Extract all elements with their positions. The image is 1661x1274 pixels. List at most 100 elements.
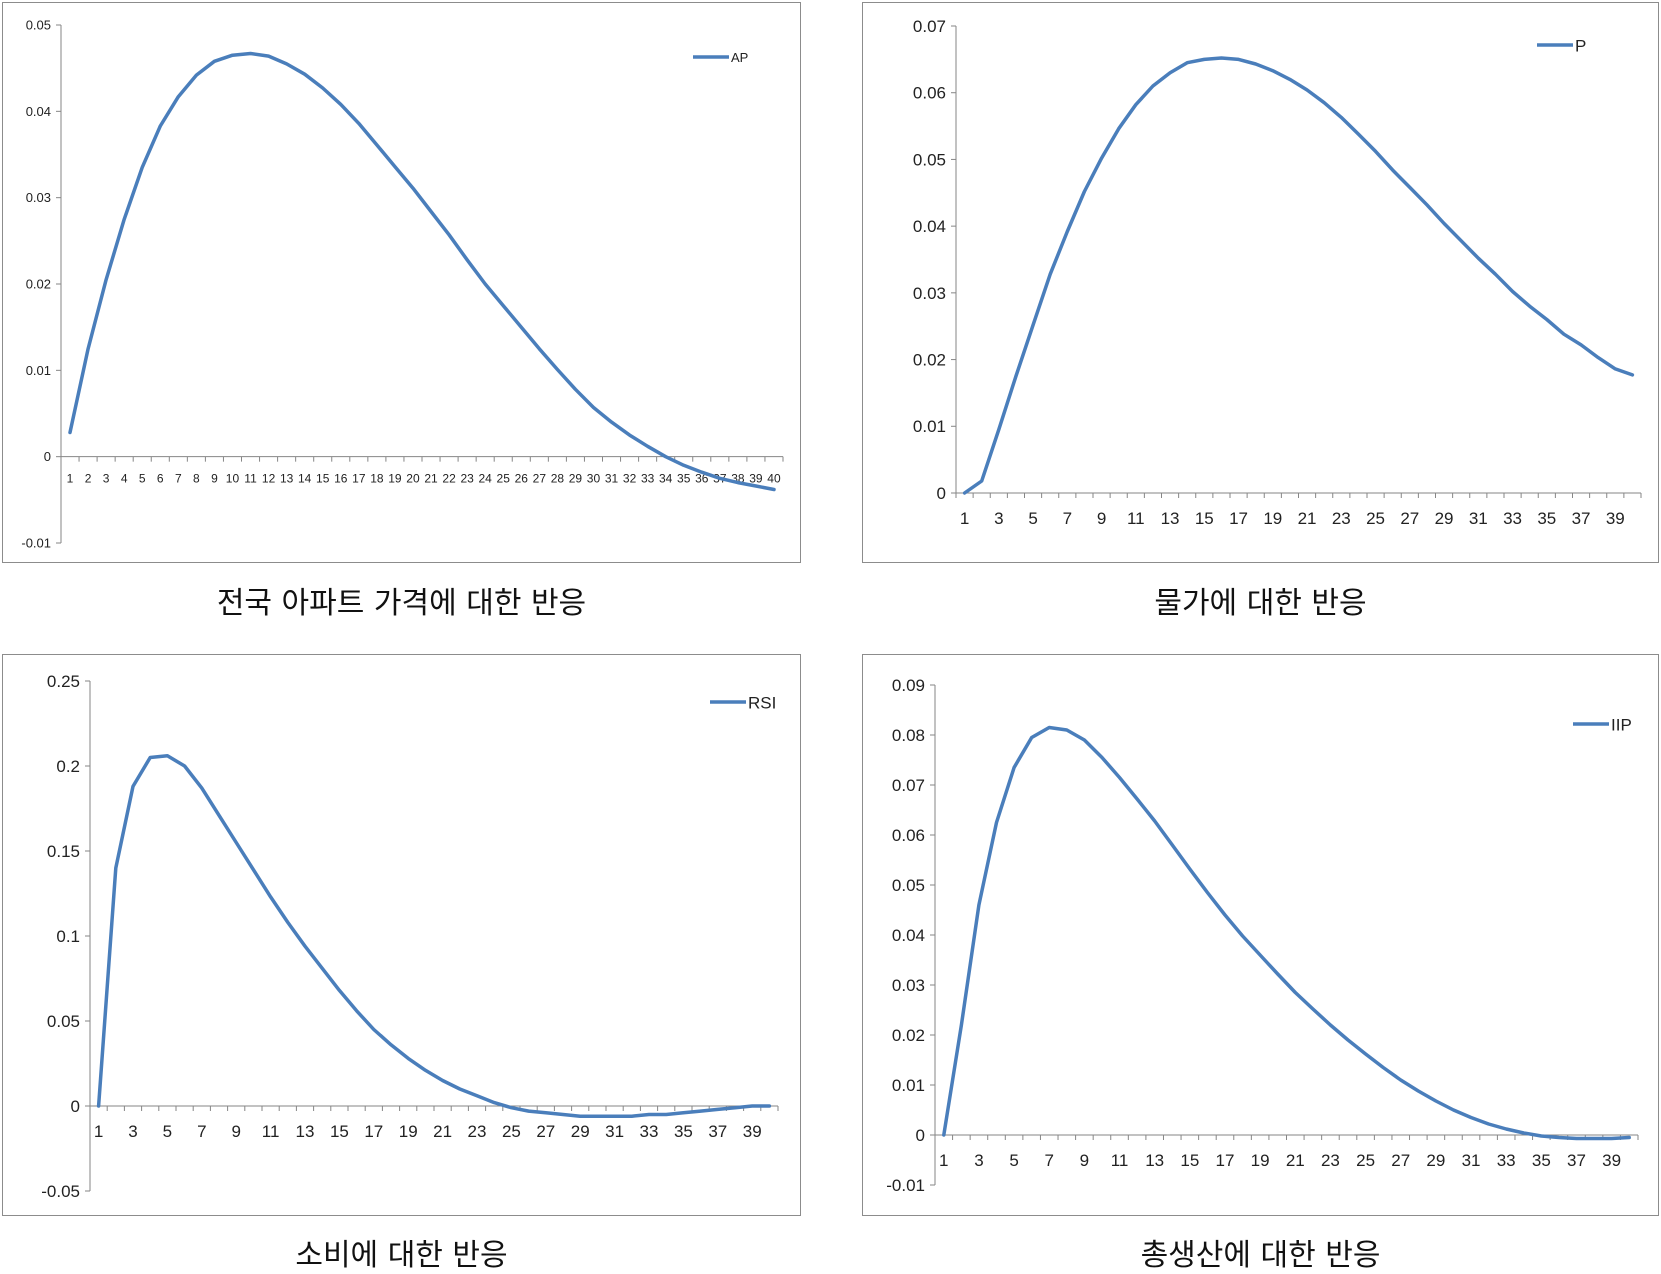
chart-caption-1: 전국 아파트 가격에 대한 반응 [216, 586, 587, 621]
x-tick-label: 37 [1572, 509, 1591, 528]
x-tick-label: 33 [1503, 509, 1522, 528]
x-tick-label: 7 [1045, 1151, 1054, 1170]
chart-frame-1: 0.05 0.04 0.03 0.02 0.01 0 -0.01 1 2 3 4 5 6 7 8 9 10 11 1… [2, 2, 801, 563]
x-tick-label: 27 [1400, 509, 1419, 528]
x-tick-label: 24 [478, 472, 492, 486]
x-tick-label: 15 [316, 472, 330, 486]
x-tick-label: 13 [1161, 509, 1180, 528]
x-tick-label: 3 [103, 472, 110, 486]
x-tick-label: 29 [569, 472, 583, 486]
x-tick-label: 32 [623, 472, 637, 486]
x-tick-label: 27 [533, 472, 547, 486]
x-tick-label: 10 [226, 472, 240, 486]
x-tick-label: 21 [1286, 1151, 1305, 1170]
y-tick-label: 0 [71, 1097, 80, 1116]
chart-frame-3: 0.25 0.2 0.15 0.1 0.05 0 -0.05 1 3 5 7 9 11 13 15 17 19 2… [2, 654, 801, 1216]
x-tick-label: 9 [1080, 1151, 1089, 1170]
x-tick-label: 13 [296, 1122, 315, 1141]
y-tick-label: 0.2 [56, 757, 80, 776]
chart-caption-3: 소비에 대한 반응 [295, 1238, 508, 1273]
x-tick-label: 19 [1251, 1151, 1270, 1170]
x-tick-label: 37 [708, 1122, 727, 1141]
y-tick-label: 0.02 [892, 1026, 925, 1045]
x-tick-label: 9 [211, 472, 218, 486]
y-tick-label: 0.03 [913, 284, 946, 303]
x-tick-label: 17 [1229, 509, 1248, 528]
chart-svg-iip: 0.09 0.08 0.07 0.06 0.05 0.04 0.03 0.02 0.01 0 -0.… [886, 676, 1639, 1195]
x-tick-label: 11 [244, 472, 257, 486]
y-tick-label: 0.04 [26, 104, 51, 119]
x-tick-label: 4 [121, 472, 128, 486]
x-tick-label: 11 [1111, 1151, 1129, 1170]
y-tick-label: 0.01 [26, 363, 51, 378]
x-tick-label: 1 [67, 472, 74, 486]
x-tick-label: 20 [406, 472, 420, 486]
y-tick-label: 0.03 [26, 190, 51, 205]
x-tick-label: 1 [94, 1122, 103, 1141]
series-line-iip [942, 725, 1631, 1141]
x-tick-label: 39 [1606, 509, 1625, 528]
x-tick-label: 40 [767, 472, 781, 486]
x-tick-label: 23 [1332, 509, 1351, 528]
x-tick-label: 35 [1532, 1151, 1551, 1170]
x-tick-label: 35 [674, 1122, 693, 1141]
x-tick-label: 13 [280, 472, 294, 486]
x-tick-label: 31 [605, 472, 619, 486]
x-tick-label: 5 [139, 472, 146, 486]
x-tick-label: 30 [587, 472, 601, 486]
x-tick-label: 11 [1127, 509, 1145, 528]
x-tick-label: 2 [85, 472, 92, 486]
x-tick-label: 7 [197, 1122, 206, 1141]
y-tick-label: 0.01 [913, 417, 946, 436]
y-tick-label: 0.06 [892, 826, 925, 845]
x-tick-label: 37 [1567, 1151, 1586, 1170]
x-tick-label: 25 [1366, 509, 1385, 528]
y-tick-label: 0.25 [47, 672, 80, 691]
x-tick-label: 9 [231, 1122, 240, 1141]
x-tick-label: 27 [536, 1122, 555, 1141]
legend-label: IIP [1611, 715, 1632, 734]
x-tick-label: 25 [1356, 1151, 1375, 1170]
y-tick-label: 0.05 [913, 150, 946, 169]
x-tick-label: 17 [1216, 1151, 1235, 1170]
x-tick-label: 31 [1462, 1151, 1481, 1170]
x-tick-label: 21 [433, 1122, 452, 1141]
y-tick-label: 0.06 [913, 84, 946, 103]
x-tick-label: 3 [128, 1122, 137, 1141]
x-tick-label: 25 [502, 1122, 521, 1141]
x-tick-label: 1 [939, 1151, 948, 1170]
x-tick-label: 27 [1391, 1151, 1410, 1170]
x-tick-label: 5 [163, 1122, 172, 1141]
x-tick-label: 19 [399, 1122, 418, 1141]
x-tick-label: 29 [571, 1122, 590, 1141]
x-tick-label: 21 [424, 472, 438, 486]
x-tick-label: 16 [334, 472, 348, 486]
y-tick-label: 0.09 [892, 676, 925, 695]
x-tick-label: 29 [1426, 1151, 1445, 1170]
x-tick-label: 22 [442, 472, 456, 486]
series-line-ap [68, 51, 776, 492]
y-tick-label: 0 [937, 484, 946, 503]
x-tick-label: 28 [551, 472, 565, 486]
x-tick-label: 13 [1145, 1151, 1164, 1170]
x-tick-label: 19 [1263, 509, 1282, 528]
x-tick-label: 35 [677, 472, 691, 486]
y-tick-label: 0.04 [892, 926, 925, 945]
x-tick-label: 23 [460, 472, 474, 486]
x-tick-label: 33 [640, 1122, 659, 1141]
x-tick-label: 3 [974, 1151, 983, 1170]
y-tick-label: -0.01 [21, 536, 51, 551]
legend-label: AP [731, 50, 748, 65]
y-tick-label: 0.02 [26, 277, 51, 292]
x-tick-label: 7 [1063, 509, 1072, 528]
y-tick-label: -0.01 [886, 1176, 925, 1195]
x-tick-label: 15 [330, 1122, 349, 1141]
x-tick-label: 15 [1195, 509, 1214, 528]
x-tick-label: 33 [1497, 1151, 1516, 1170]
y-tick-label: 0 [916, 1126, 925, 1145]
y-tick-label: 0.07 [892, 776, 925, 795]
x-tick-label: 31 [1469, 509, 1488, 528]
x-tick-label: 23 [1321, 1151, 1340, 1170]
x-tick-label: 17 [352, 472, 366, 486]
